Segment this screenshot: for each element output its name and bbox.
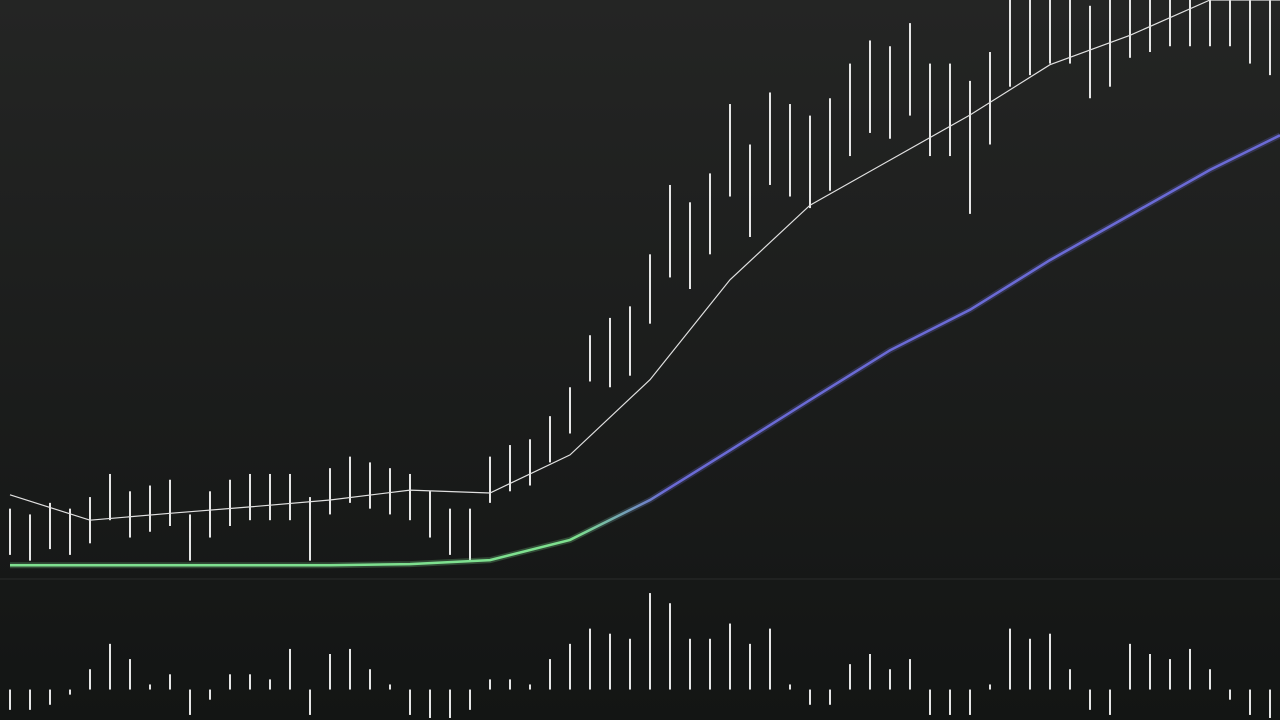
oscillator-bar (289, 648, 291, 690)
oscillator-bar (169, 674, 171, 690)
oscillator-bar (1129, 643, 1131, 690)
oscillator-bar (589, 628, 591, 690)
oscillator-bar (109, 643, 111, 690)
oscillator-bar (569, 643, 571, 690)
oscillator-bar (1189, 648, 1191, 690)
oscillator-bar (689, 638, 691, 690)
oscillator-bar (249, 674, 251, 690)
oscillator-bar (829, 689, 831, 705)
oscillator-bar (529, 684, 531, 690)
oscillator-bar (549, 659, 551, 690)
oscillator-bar (1209, 669, 1211, 690)
oscillator-bar (129, 659, 131, 690)
oscillator-bar (1029, 638, 1031, 690)
oscillator-bar (969, 689, 971, 715)
oscillator-bar (429, 689, 431, 718)
oscillator-bar (1149, 654, 1151, 690)
oscillator-bar (189, 689, 191, 715)
oscillator-bar (509, 679, 511, 690)
oscillator-bar (389, 684, 391, 690)
oscillator-bar (869, 654, 871, 690)
oscillator-bar (949, 689, 951, 715)
oscillator-bar (889, 669, 891, 690)
oscillator-bar (749, 643, 751, 690)
oscillator-bar (489, 679, 491, 690)
oscillator-bar (649, 593, 651, 690)
oscillator-bar (849, 664, 851, 690)
oscillator-bar (209, 689, 211, 700)
oscillator-bar (1229, 689, 1231, 700)
moving-average (9, 0, 1280, 521)
oscillator-bar (989, 684, 991, 690)
oscillator-bar (349, 648, 351, 690)
oscillator-bar (629, 638, 631, 690)
oscillator-bar (229, 674, 231, 690)
oscillator-bar (1109, 689, 1111, 715)
moving-average (10, 134, 1280, 567)
oscillator-bar (789, 684, 791, 690)
oscillator-bar (729, 623, 731, 690)
oscillator-bar (1089, 689, 1091, 710)
oscillator-bar (809, 689, 811, 705)
oscillator-bar (449, 689, 451, 718)
oscillator-bar (609, 633, 611, 690)
oscillator-bar (909, 659, 911, 690)
oscillator-bar (369, 669, 371, 690)
oscillator-bar (1009, 628, 1011, 690)
oscillator-bar (29, 689, 31, 710)
oscillator-bar (1169, 659, 1171, 690)
oscillator-bar (9, 689, 11, 710)
oscillator-bar (1269, 689, 1271, 718)
oscillator-bar (49, 689, 51, 705)
oscillator-bar (309, 689, 311, 715)
oscillator-bar (409, 689, 411, 715)
oscillator-bar (709, 638, 711, 690)
oscillator-bar (929, 689, 931, 715)
oscillator-bar (329, 654, 331, 690)
oscillator-bar (1249, 689, 1251, 715)
oscillator-bar (1049, 633, 1051, 690)
oscillator-bar (769, 628, 771, 690)
oscillator-bar (669, 603, 671, 690)
oscillator-bar (69, 689, 71, 695)
oscillator-bar (1069, 669, 1071, 690)
oscillator-bar (469, 689, 471, 710)
oscillator-bar (149, 684, 151, 690)
oscillator-bar (269, 679, 271, 690)
oscillator-bar (89, 669, 91, 690)
